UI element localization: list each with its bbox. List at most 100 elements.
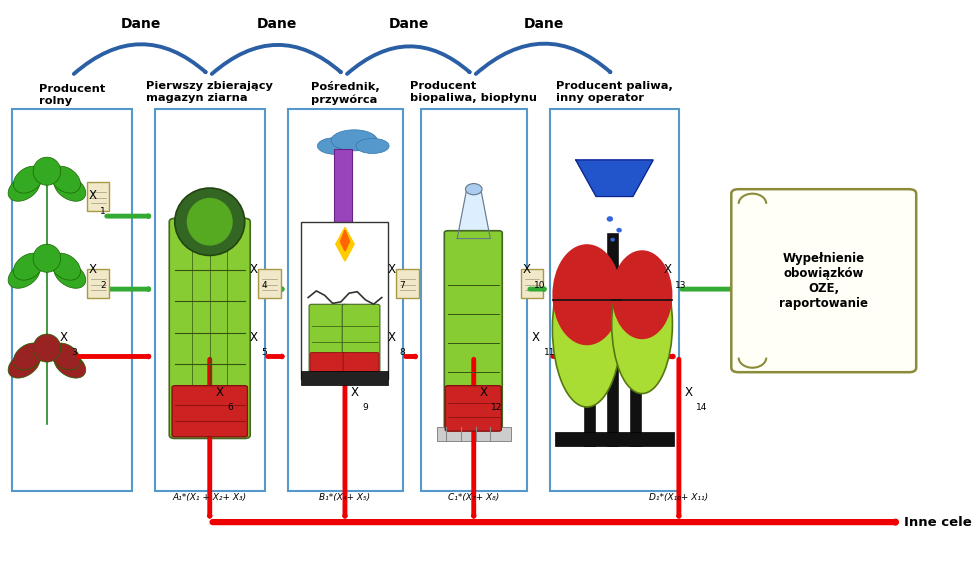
Ellipse shape bbox=[54, 262, 86, 288]
FancyBboxPatch shape bbox=[172, 386, 247, 437]
Text: D₁*(X₁₀+ X₁₁): D₁*(X₁₀+ X₁₁) bbox=[649, 493, 707, 502]
Ellipse shape bbox=[54, 352, 86, 378]
Text: 8: 8 bbox=[399, 348, 404, 357]
Ellipse shape bbox=[606, 216, 613, 222]
Text: X: X bbox=[387, 263, 395, 276]
Text: Wypełnienie
obowiązków
OZE,
raportowanie: Wypełnienie obowiązków OZE, raportowanie bbox=[779, 252, 868, 310]
FancyBboxPatch shape bbox=[310, 353, 346, 371]
Text: X: X bbox=[350, 386, 359, 399]
Text: X: X bbox=[215, 386, 223, 399]
Text: A₁*(X₁ + X₂+ X₃): A₁*(X₁ + X₂+ X₃) bbox=[173, 493, 246, 502]
FancyBboxPatch shape bbox=[301, 222, 388, 379]
Text: 2: 2 bbox=[101, 281, 106, 290]
FancyBboxPatch shape bbox=[549, 109, 678, 491]
Ellipse shape bbox=[8, 352, 40, 378]
Ellipse shape bbox=[318, 138, 354, 154]
Text: X: X bbox=[249, 263, 257, 276]
Text: Dane: Dane bbox=[524, 17, 564, 31]
Ellipse shape bbox=[610, 238, 615, 242]
Ellipse shape bbox=[33, 157, 61, 185]
Polygon shape bbox=[335, 227, 354, 261]
Text: X: X bbox=[684, 386, 692, 399]
Ellipse shape bbox=[14, 253, 44, 280]
Ellipse shape bbox=[356, 138, 389, 154]
Text: X: X bbox=[387, 331, 395, 344]
Text: 14: 14 bbox=[696, 403, 707, 412]
Text: C₁*(X₇+ X₈): C₁*(X₇+ X₈) bbox=[447, 493, 499, 502]
FancyBboxPatch shape bbox=[301, 370, 388, 384]
Text: 7: 7 bbox=[399, 281, 404, 290]
FancyBboxPatch shape bbox=[287, 109, 403, 491]
FancyBboxPatch shape bbox=[444, 231, 502, 431]
Ellipse shape bbox=[54, 175, 86, 201]
Polygon shape bbox=[575, 160, 653, 197]
Text: 12: 12 bbox=[490, 403, 502, 412]
FancyBboxPatch shape bbox=[731, 189, 915, 372]
FancyBboxPatch shape bbox=[154, 109, 265, 491]
Text: 1: 1 bbox=[101, 206, 106, 215]
Text: Pośrednik,
przywórca: Pośrednik, przywórca bbox=[311, 82, 379, 104]
Ellipse shape bbox=[33, 334, 61, 362]
FancyBboxPatch shape bbox=[554, 432, 673, 446]
Text: Inne cele: Inne cele bbox=[904, 515, 971, 528]
Ellipse shape bbox=[611, 255, 672, 393]
Ellipse shape bbox=[8, 262, 40, 288]
FancyBboxPatch shape bbox=[309, 304, 347, 372]
Ellipse shape bbox=[50, 253, 80, 280]
Text: X: X bbox=[249, 331, 257, 344]
Ellipse shape bbox=[14, 166, 44, 193]
Ellipse shape bbox=[616, 228, 621, 232]
Ellipse shape bbox=[331, 130, 377, 151]
Ellipse shape bbox=[552, 244, 620, 345]
Text: Dane: Dane bbox=[389, 17, 429, 31]
FancyBboxPatch shape bbox=[258, 269, 280, 298]
Text: 6: 6 bbox=[227, 403, 233, 412]
FancyBboxPatch shape bbox=[421, 109, 527, 491]
Text: 11: 11 bbox=[543, 348, 555, 357]
FancyBboxPatch shape bbox=[445, 386, 501, 431]
Ellipse shape bbox=[611, 250, 672, 339]
Ellipse shape bbox=[50, 166, 80, 193]
Text: X: X bbox=[88, 189, 96, 202]
FancyBboxPatch shape bbox=[437, 427, 510, 441]
Text: X: X bbox=[662, 263, 670, 276]
Ellipse shape bbox=[552, 250, 620, 407]
FancyBboxPatch shape bbox=[169, 218, 250, 438]
Text: Producent paliwa,
inny operator: Producent paliwa, inny operator bbox=[556, 82, 672, 103]
FancyBboxPatch shape bbox=[343, 353, 379, 371]
Text: 5: 5 bbox=[261, 348, 267, 357]
FancyBboxPatch shape bbox=[629, 266, 641, 446]
FancyBboxPatch shape bbox=[87, 269, 109, 298]
Ellipse shape bbox=[14, 343, 44, 370]
Ellipse shape bbox=[187, 198, 233, 246]
Text: Producent
rolny: Producent rolny bbox=[39, 84, 105, 106]
Polygon shape bbox=[340, 230, 349, 251]
Text: X: X bbox=[522, 263, 530, 276]
FancyBboxPatch shape bbox=[396, 269, 418, 298]
Text: 13: 13 bbox=[674, 281, 686, 290]
Text: 10: 10 bbox=[533, 281, 545, 290]
Ellipse shape bbox=[175, 188, 244, 255]
FancyBboxPatch shape bbox=[342, 304, 379, 372]
Text: Producent
biopaliwa, biopłynu: Producent biopaliwa, biopłynu bbox=[409, 82, 536, 103]
Text: B₁*(X₄+ X₅): B₁*(X₄+ X₅) bbox=[319, 493, 370, 502]
Ellipse shape bbox=[50, 343, 80, 370]
Ellipse shape bbox=[33, 244, 61, 272]
Text: Pierwszy zbierający
magazyn ziarna: Pierwszy zbierający magazyn ziarna bbox=[147, 82, 273, 103]
Text: Dane: Dane bbox=[257, 17, 297, 31]
Text: Dane: Dane bbox=[120, 17, 161, 31]
FancyBboxPatch shape bbox=[520, 269, 542, 298]
FancyBboxPatch shape bbox=[607, 233, 617, 446]
Text: 9: 9 bbox=[362, 403, 367, 412]
Text: 3: 3 bbox=[71, 348, 77, 357]
Text: X: X bbox=[60, 331, 67, 344]
Polygon shape bbox=[456, 191, 489, 239]
Text: X: X bbox=[531, 331, 539, 344]
FancyBboxPatch shape bbox=[12, 109, 132, 491]
Text: X: X bbox=[88, 263, 96, 276]
FancyBboxPatch shape bbox=[87, 183, 109, 210]
Ellipse shape bbox=[465, 184, 482, 195]
FancyBboxPatch shape bbox=[583, 250, 595, 446]
Ellipse shape bbox=[8, 175, 40, 201]
Text: X: X bbox=[479, 386, 487, 399]
